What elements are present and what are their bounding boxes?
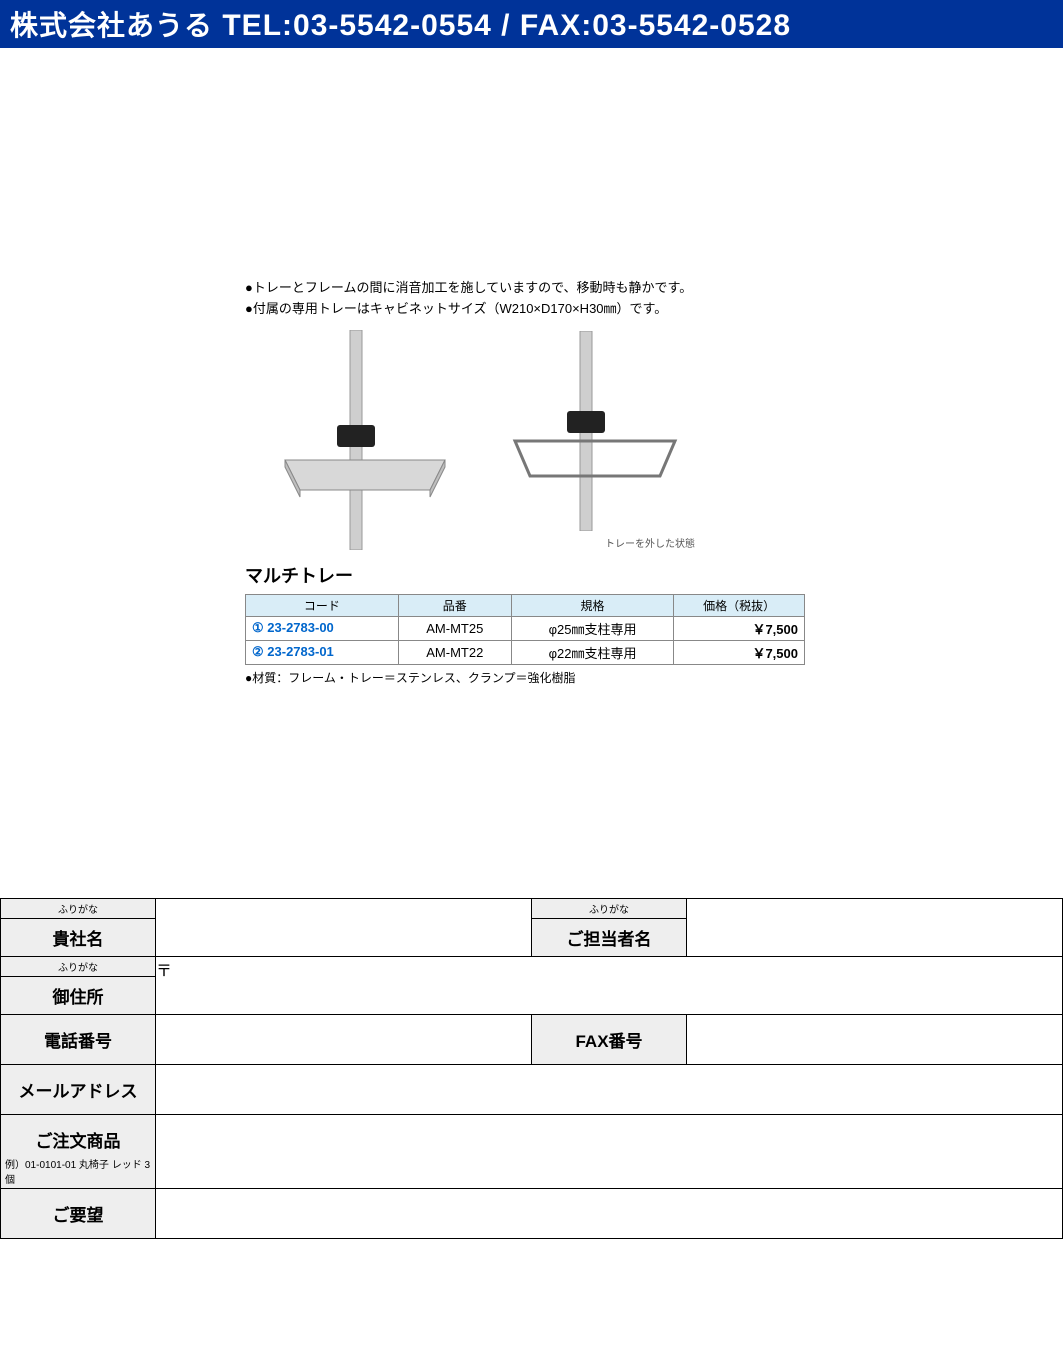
input-contact[interactable]: [687, 899, 1063, 957]
product-images: トレーを外した状態: [245, 330, 1043, 550]
label-order-items: ご注文商品 例）01-0101-01 丸椅子 レッド 3個: [1, 1115, 156, 1189]
cell-code: ① 23-2783-00: [246, 616, 399, 640]
email-label: メールアドレス: [1, 1065, 155, 1114]
contact-label: ご担当者名: [532, 919, 686, 956]
spec-table: コード 品番 規格 価格（税抜） ① 23-2783-00 AM-MT25 φ2…: [245, 594, 805, 665]
fax-number: 03-5542-0528: [592, 9, 791, 42]
cell-model: AM-MT25: [398, 616, 511, 640]
tel-number: 03-5542-0554: [293, 9, 492, 42]
furigana-label: ふりがな: [532, 899, 686, 919]
product-bullets: ●トレーとフレームの間に消音加工を施していますので、移動時も静かです。 ●付属の…: [245, 278, 1043, 320]
bullet-line: ●付属の専用トレーはキャビネットサイズ（W210×D170×H30㎜）です。: [245, 299, 1043, 320]
table-row: ② 23-2783-01 AM-MT22 φ22㎜支柱専用 ￥7,500: [246, 640, 805, 664]
product-image-with-tray: [245, 330, 465, 550]
label-request: ご要望: [1, 1189, 156, 1239]
input-company[interactable]: [156, 899, 532, 957]
input-fax[interactable]: [687, 1015, 1063, 1065]
label-email: メールアドレス: [1, 1065, 156, 1115]
label-contact: ふりがな ご担当者名: [532, 899, 687, 957]
tel-label: 電話番号: [1, 1015, 155, 1064]
order-form-table: ふりがな 貴社名 ふりがな ご担当者名 ふりがな 御住所 〒 電話番号: [0, 898, 1063, 1239]
input-email[interactable]: [156, 1065, 1063, 1115]
input-address[interactable]: 〒: [156, 957, 1063, 1015]
postal-mark: 〒: [156, 963, 172, 980]
product-title: マルチトレー: [245, 562, 1043, 588]
th-model: 品番: [398, 594, 511, 616]
bullet-line: ●トレーとフレームの間に消音加工を施していますので、移動時も静かです。: [245, 278, 1043, 299]
label-company: ふりがな 貴社名: [1, 899, 156, 957]
fax-label: FAX:: [520, 9, 592, 42]
material-note: ●材質：フレーム・トレー＝ステンレス、クランプ＝強化樹脂: [245, 669, 1043, 686]
tel-label: TEL:: [222, 9, 293, 42]
cell-price: ￥7,500: [674, 616, 805, 640]
input-request[interactable]: [156, 1189, 1063, 1239]
cell-spec: φ25㎜支柱専用: [511, 616, 674, 640]
furigana-label: ふりがな: [1, 899, 155, 919]
cell-code: ② 23-2783-01: [246, 640, 399, 664]
label-address: ふりがな 御住所: [1, 957, 156, 1015]
fax-label: FAX番号: [532, 1015, 686, 1064]
order-label: ご注文商品: [1, 1115, 155, 1154]
th-spec: 規格: [511, 594, 674, 616]
header-bar: 株式会社あうる TEL:03-5542-0554 / FAX:03-5542-0…: [0, 0, 1063, 48]
th-price: 価格（税抜）: [674, 594, 805, 616]
order-example: 例）01-0101-01 丸椅子 レッド 3個: [1, 1154, 155, 1188]
request-label: ご要望: [1, 1189, 155, 1238]
label-fax: FAX番号: [532, 1015, 687, 1065]
image-caption: トレーを外した状態: [475, 535, 695, 550]
label-tel: 電話番号: [1, 1015, 156, 1065]
cell-price: ￥7,500: [674, 640, 805, 664]
product-section: ●トレーとフレームの間に消音加工を施していますので、移動時も静かです。 ●付属の…: [0, 48, 1063, 898]
cell-model: AM-MT22: [398, 640, 511, 664]
address-label: 御住所: [1, 977, 155, 1014]
tel-block: TEL:03-5542-0554 / FAX:03-5542-0528: [222, 9, 791, 42]
input-tel[interactable]: [156, 1015, 532, 1065]
product-image-frame-only: トレーを外した状態: [475, 331, 695, 550]
th-code: コード: [246, 594, 399, 616]
company-name: 株式会社あうる: [10, 10, 213, 41]
sep: /: [492, 9, 520, 42]
furigana-label: ふりがな: [1, 957, 155, 977]
input-order-items[interactable]: [156, 1115, 1063, 1189]
company-label: 貴社名: [1, 919, 155, 956]
table-row: ① 23-2783-00 AM-MT25 φ25㎜支柱専用 ￥7,500: [246, 616, 805, 640]
cell-spec: φ22㎜支柱専用: [511, 640, 674, 664]
